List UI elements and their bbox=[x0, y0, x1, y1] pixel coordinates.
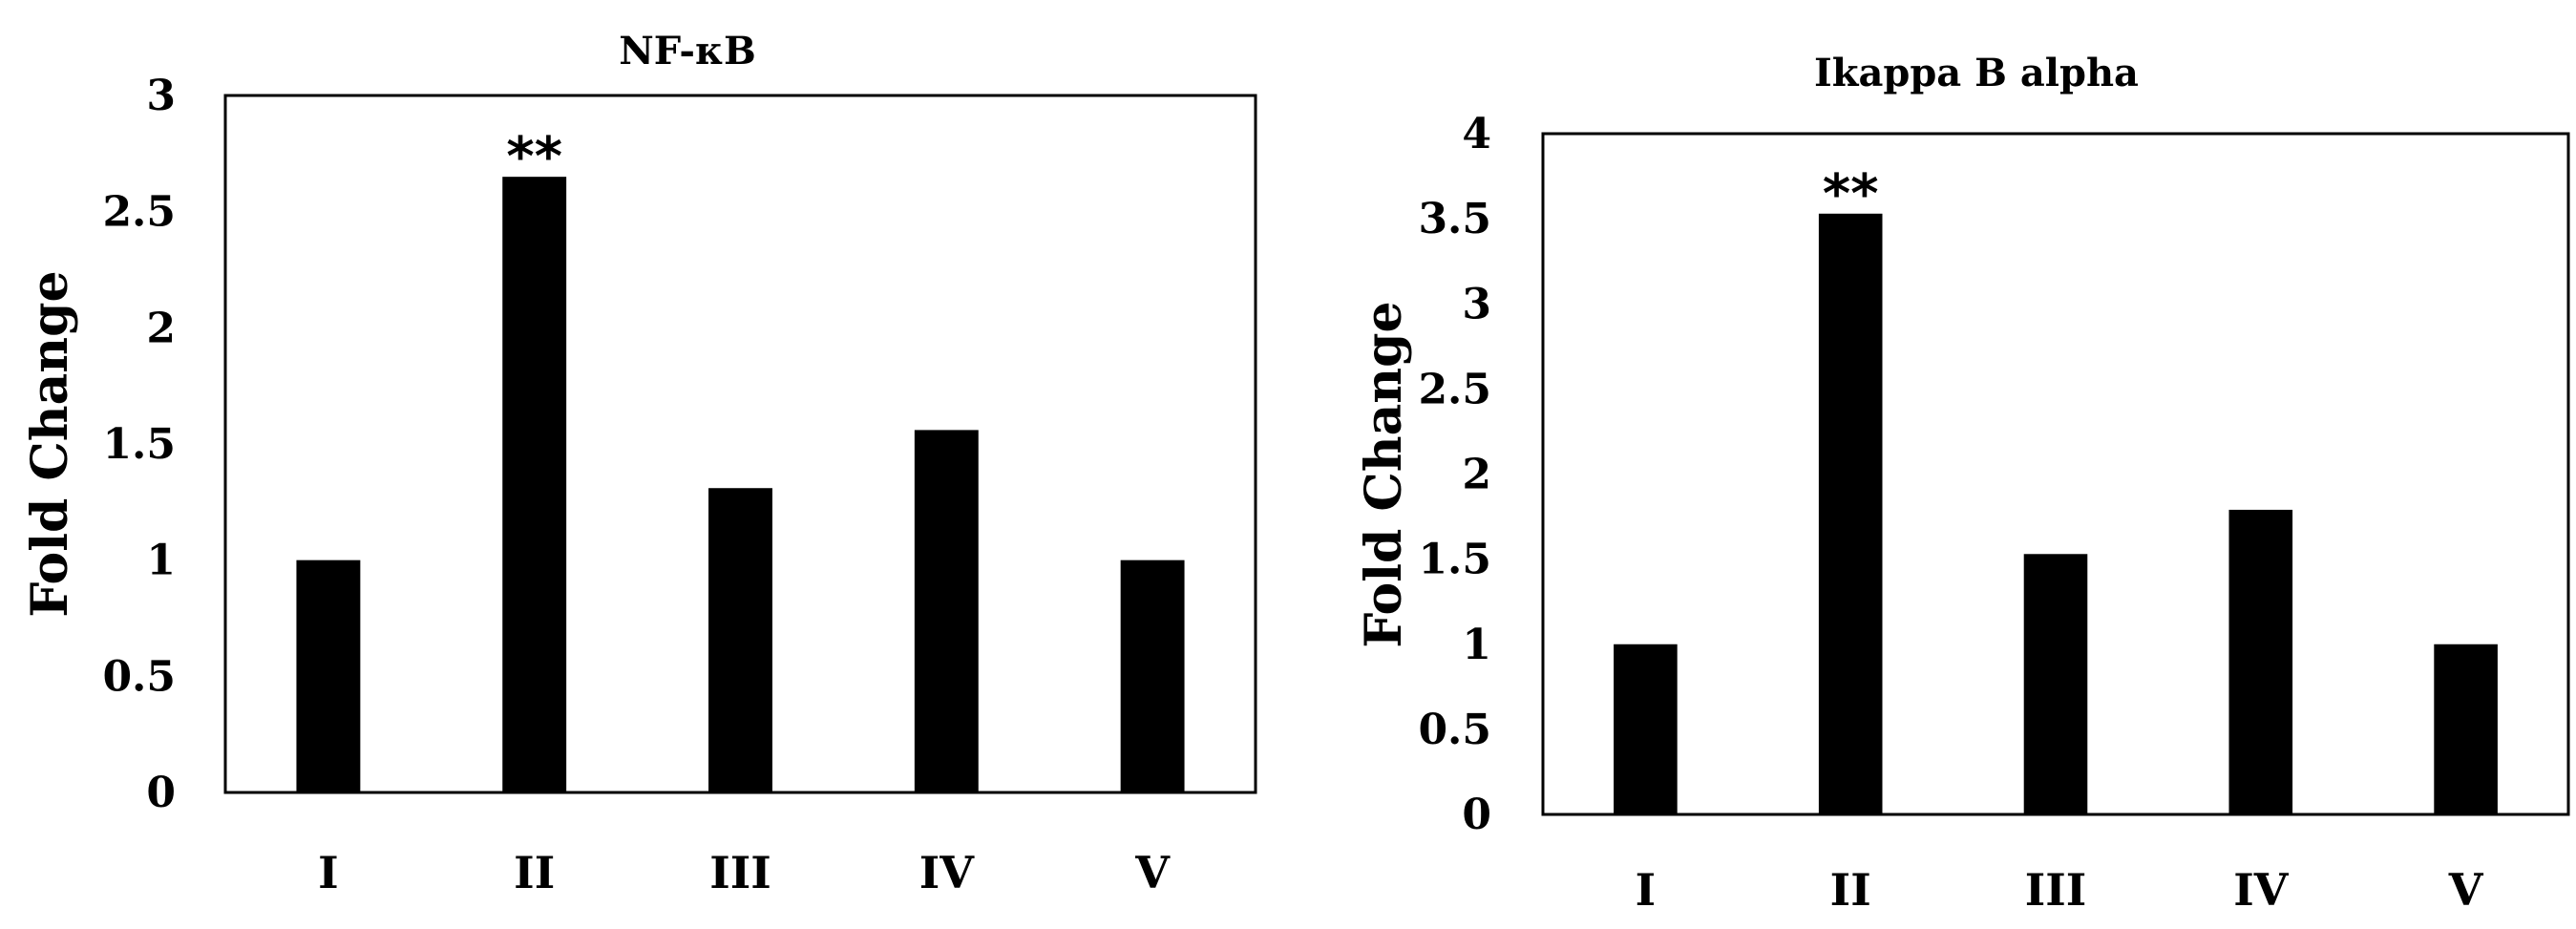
x-tick-label: I bbox=[1636, 864, 1657, 916]
y-axis-label: Fold Change bbox=[21, 270, 79, 617]
x-tick-label: III bbox=[709, 847, 771, 898]
bar-I bbox=[296, 560, 361, 792]
x-tick-label: III bbox=[2025, 864, 2087, 916]
y-tick-label: 1 bbox=[146, 537, 176, 585]
x-tick-label: II bbox=[514, 847, 555, 898]
y-tick-label: 2 bbox=[1462, 451, 1491, 499]
y-tick-label: 2 bbox=[146, 304, 176, 352]
bar-I bbox=[1614, 644, 1678, 814]
bar-IV bbox=[914, 430, 979, 792]
bar-IV bbox=[2228, 509, 2293, 814]
x-tick-label: V bbox=[1134, 847, 1171, 898]
bar-V bbox=[2434, 644, 2498, 814]
y-tick-label: 0 bbox=[1462, 791, 1491, 839]
y-tick-label: 3 bbox=[1462, 280, 1491, 328]
x-tick-label: IV bbox=[919, 847, 976, 898]
bar-III bbox=[708, 488, 772, 792]
y-tick-label: 1.5 bbox=[1418, 536, 1491, 584]
bar-III bbox=[2023, 554, 2088, 814]
x-tick-label: II bbox=[1830, 864, 1871, 916]
y-tick-label: 0 bbox=[146, 769, 176, 817]
significance-annotation: ** bbox=[1823, 163, 1879, 225]
y-tick-label: 0.5 bbox=[102, 652, 176, 701]
y-axis-label: Fold Change bbox=[1355, 301, 1413, 647]
y-tick-label: 2.5 bbox=[1418, 365, 1491, 413]
y-tick-label: 3.5 bbox=[1418, 195, 1491, 243]
bar-II bbox=[1818, 213, 1883, 815]
x-tick-label: I bbox=[318, 847, 339, 898]
y-tick-label: 4 bbox=[1462, 110, 1491, 158]
y-tick-label: 3 bbox=[146, 72, 176, 120]
x-tick-label: V bbox=[2448, 864, 2484, 916]
x-tick-label: IV bbox=[2233, 864, 2290, 916]
significance-annotation: ** bbox=[506, 126, 562, 188]
y-tick-label: 1 bbox=[1462, 621, 1491, 669]
y-tick-label: 0.5 bbox=[1418, 706, 1491, 754]
bar-V bbox=[1120, 560, 1185, 792]
chart-title: NF-κB bbox=[619, 29, 756, 74]
y-tick-label: 2.5 bbox=[102, 188, 176, 237]
chart-panel-2: Ikappa B alpha Fold Change 0 0.5 1 1.5 2 2.5 3 3.… bbox=[1355, 51, 2570, 916]
chart-title: Ikappa B alpha bbox=[1814, 51, 2139, 95]
bar-II bbox=[502, 177, 567, 792]
y-tick-label: 1.5 bbox=[102, 420, 176, 469]
